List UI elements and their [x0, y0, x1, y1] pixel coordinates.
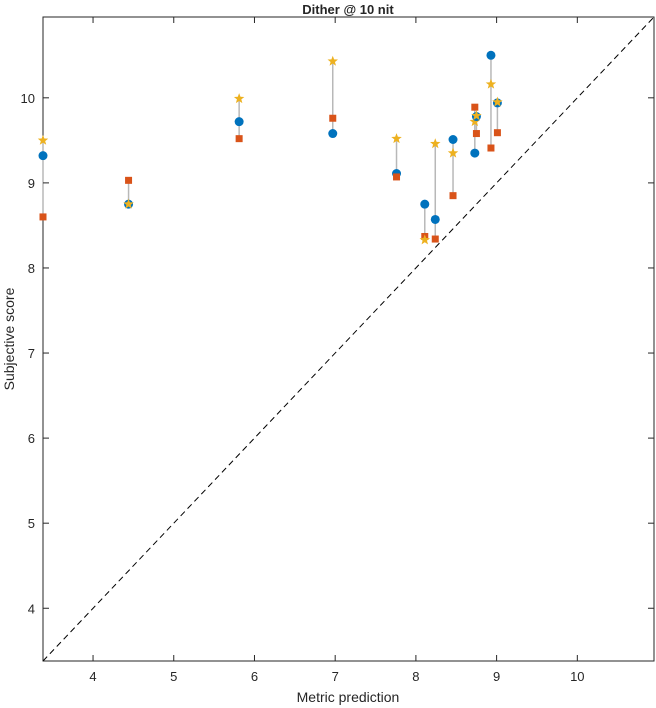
y-tick-label: 9: [28, 176, 35, 191]
star-marker: [469, 116, 481, 127]
y-tick-label: 10: [21, 91, 35, 106]
y-tick-label: 8: [28, 261, 35, 276]
square-marker: [329, 114, 337, 122]
star-marker: [485, 78, 497, 89]
square-marker: [39, 213, 47, 221]
star-marker: [430, 138, 441, 149]
square-marker: [472, 130, 480, 138]
circle-marker: [328, 129, 338, 139]
circle-marker: [486, 50, 496, 60]
star-marker: [123, 198, 134, 209]
square-marker: [431, 235, 439, 243]
y-tick-label: 7: [28, 346, 35, 361]
x-tick-label: 4: [89, 669, 96, 684]
x-tick-label: 8: [412, 669, 419, 684]
x-tick-label: 7: [332, 669, 339, 684]
circle-marker: [234, 117, 244, 127]
x-axis-label: Metric prediction: [297, 689, 400, 705]
chart-title: Dither @ 10 nit: [302, 2, 394, 17]
identity-line: [42, 16, 655, 662]
x-tick-label: 5: [170, 669, 177, 684]
square-marker: [471, 103, 479, 111]
star-marker: [492, 96, 503, 107]
y-axis-label: Subjective score: [1, 287, 17, 390]
x-tick-label: 10: [570, 669, 584, 684]
y-tick-label: 6: [28, 431, 35, 446]
star-marker: [391, 133, 402, 144]
square-marker: [493, 129, 501, 137]
square-marker: [449, 192, 457, 200]
star-marker: [447, 147, 459, 158]
star-marker: [471, 110, 482, 121]
circle-marker: [430, 214, 440, 224]
square-marker: [235, 135, 243, 143]
circle-marker: [420, 199, 430, 209]
circle-marker: [470, 148, 480, 158]
axis-ticks: 4 5 6 7 8 9 10 4 5 6 7 8 9 10: [21, 17, 654, 684]
star-marker: [37, 134, 49, 145]
circle-marker: [448, 135, 458, 145]
star-marker: [233, 93, 245, 104]
y-tick-label: 4: [28, 601, 35, 616]
y-tick-label: 5: [28, 516, 35, 531]
markers: [37, 50, 503, 245]
circle-marker: [38, 151, 48, 161]
square-marker: [393, 173, 401, 181]
star-marker: [419, 234, 430, 245]
square-marker: [487, 144, 495, 152]
star-marker: [327, 55, 338, 66]
x-tick-label: 6: [251, 669, 258, 684]
square-marker: [125, 176, 133, 184]
x-tick-label: 9: [493, 669, 500, 684]
